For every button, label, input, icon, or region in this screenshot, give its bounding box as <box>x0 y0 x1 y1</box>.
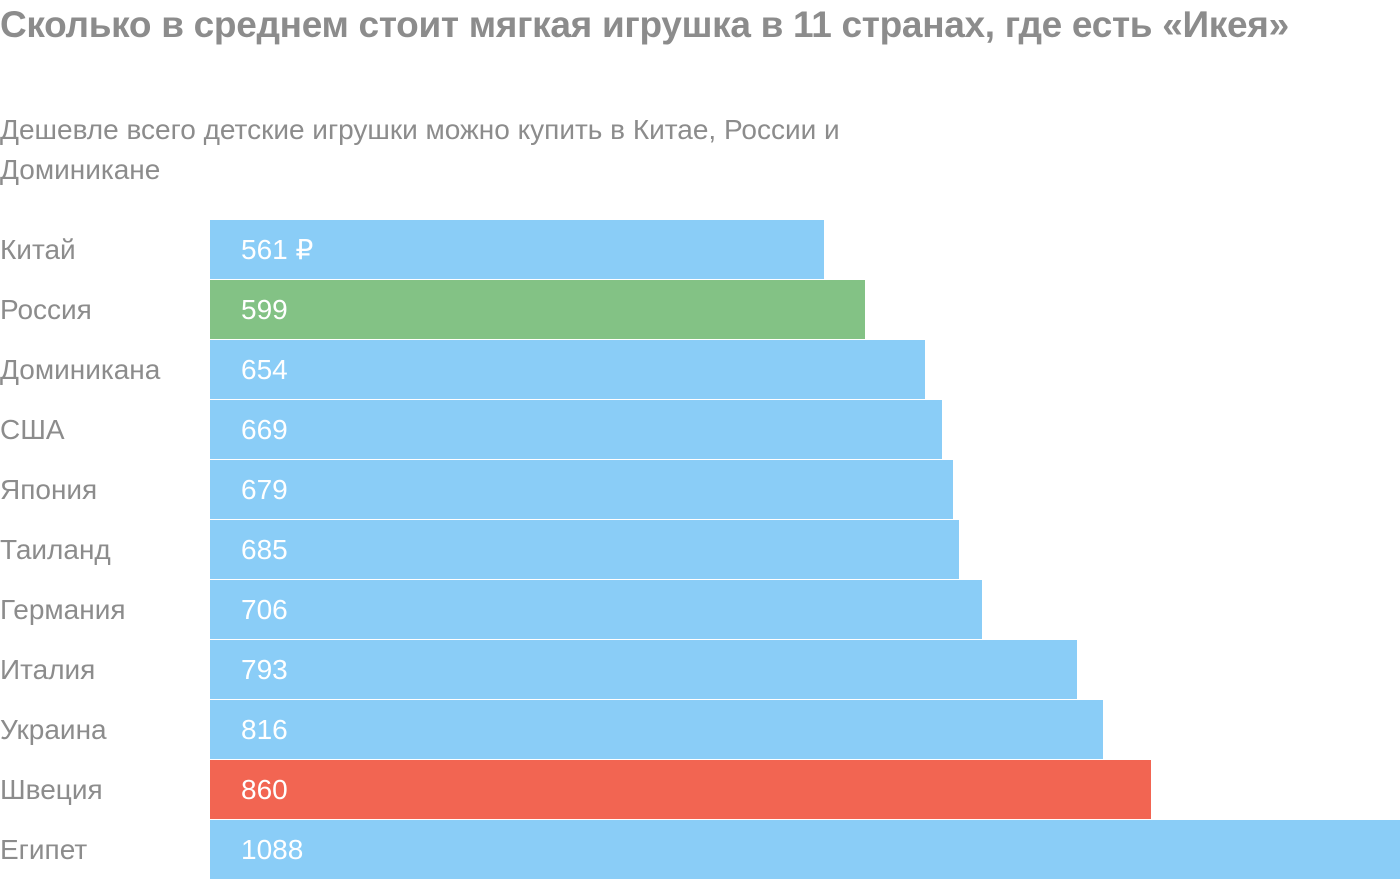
bar <box>210 280 865 339</box>
value-label: 679 <box>241 474 288 505</box>
category-label: Швеция <box>0 774 103 805</box>
category-label: США <box>0 414 65 445</box>
bar-row: Доминикана 654 <box>0 340 1400 400</box>
category-label: Китай <box>0 234 76 265</box>
value-label: 561 ₽ <box>241 234 314 265</box>
chart-title: Сколько в среднем стоит мягкая игрушка в… <box>0 4 1289 45</box>
bar-row: Россия 599 <box>0 280 1400 340</box>
value-label: 860 <box>241 774 288 805</box>
bar <box>210 340 925 399</box>
bar <box>210 520 959 579</box>
bar-row: Таиланд 685 <box>0 520 1400 580</box>
bar <box>210 760 1151 819</box>
bar <box>210 820 1400 879</box>
bar-row: Италия 793 <box>0 640 1400 700</box>
value-label: 654 <box>241 354 288 385</box>
category-label: Япония <box>0 474 98 505</box>
bar <box>210 460 953 519</box>
bar-row: Китай 561 ₽ <box>0 220 1400 280</box>
value-label: 599 <box>241 294 288 325</box>
bar-row: Швеция 860 <box>0 760 1400 820</box>
bar <box>210 220 824 279</box>
category-label: Россия <box>0 294 92 325</box>
bar-row: США 669 <box>0 400 1400 460</box>
value-label: 706 <box>241 594 288 625</box>
bar <box>210 700 1103 759</box>
bar-row: Украина 816 <box>0 700 1400 760</box>
category-label: Доминикана <box>0 354 161 385</box>
category-label: Украина <box>0 714 107 745</box>
category-label: Италия <box>0 654 96 685</box>
bar-chart: Китай 561 ₽ Россия 599 Доминикана 654 США 669 Яп… <box>0 220 1400 880</box>
bar-row: Германия 706 <box>0 580 1400 640</box>
bar <box>210 580 982 639</box>
value-label: 816 <box>241 714 288 745</box>
bar <box>210 400 942 459</box>
bar <box>210 640 1077 699</box>
value-label: 1088 <box>241 834 304 865</box>
category-label: Таиланд <box>0 534 111 565</box>
bar-row: Египет 1088 <box>0 820 1400 880</box>
value-label: 669 <box>241 414 288 445</box>
category-label: Египет <box>0 834 88 865</box>
bar-row: Япония 679 <box>0 460 1400 520</box>
category-label: Германия <box>0 594 126 625</box>
chart-subtitle: Дешевле всего детские игрушки можно купи… <box>0 114 840 185</box>
value-label: 685 <box>241 534 288 565</box>
value-label: 793 <box>241 654 288 685</box>
